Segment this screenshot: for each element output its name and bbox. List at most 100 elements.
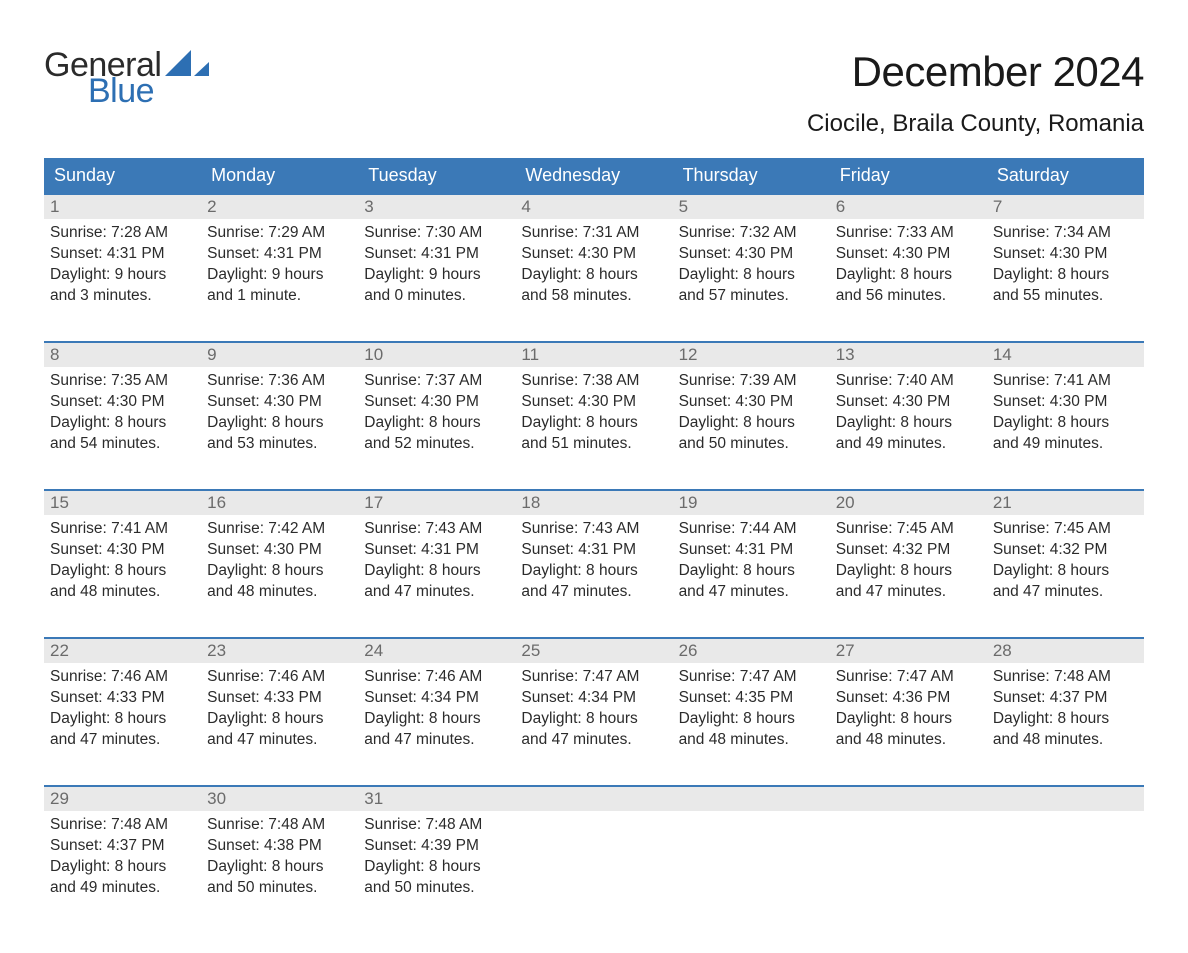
day-number: 24 (364, 641, 383, 660)
sunrise-line: Sunrise: 7:38 AM (521, 371, 666, 392)
day-number: 9 (207, 345, 216, 364)
calendar: SundayMondayTuesdayWednesdayThursdayFrid… (44, 158, 1144, 905)
day-cell: 7Sunrise: 7:34 AMSunset: 4:30 PMDaylight… (987, 195, 1144, 313)
week-row: 15Sunrise: 7:41 AMSunset: 4:30 PMDayligh… (44, 489, 1144, 609)
day-cell: 25Sunrise: 7:47 AMSunset: 4:34 PMDayligh… (515, 639, 672, 757)
day-cell (673, 787, 830, 905)
day-body: Sunrise: 7:48 AMSunset: 4:37 PMDaylight:… (987, 663, 1144, 751)
day-number: 26 (679, 641, 698, 660)
day-number-row: 22 (44, 639, 201, 663)
sunrise-line: Sunrise: 7:46 AM (207, 667, 352, 688)
day-body: Sunrise: 7:30 AMSunset: 4:31 PMDaylight:… (358, 219, 515, 307)
day-number-row: 31 (358, 787, 515, 811)
daylight-line: Daylight: 8 hours and 48 minutes. (50, 561, 195, 603)
day-number-row: 14 (987, 343, 1144, 367)
sunset-line: Sunset: 4:30 PM (50, 540, 195, 561)
sunrise-line: Sunrise: 7:48 AM (50, 815, 195, 836)
daylight-line: Daylight: 8 hours and 51 minutes. (521, 413, 666, 455)
day-number: 13 (836, 345, 855, 364)
day-body: Sunrise: 7:47 AMSunset: 4:34 PMDaylight:… (515, 663, 672, 751)
day-cell: 29Sunrise: 7:48 AMSunset: 4:37 PMDayligh… (44, 787, 201, 905)
day-cell: 3 Sunrise: 7:30 AMSunset: 4:31 PMDaylight… (358, 195, 515, 313)
day-body: Sunrise: 7:40 AMSunset: 4:30 PMDaylight:… (830, 367, 987, 455)
day-number-row: 8 (44, 343, 201, 367)
day-cell: 22 Sunrise: 7:46 AMSunset: 4:33 PMDayligh… (44, 639, 201, 757)
sunrise-line: Sunrise: 7:43 AM (364, 519, 509, 540)
sunset-line: Sunset: 4:30 PM (679, 392, 824, 413)
day-body: Sunrise: 7:41 AMSunset: 4:30 PMDaylight:… (987, 367, 1144, 455)
day-number-row: 13 (830, 343, 987, 367)
day-body: Sunrise: 7:48 AMSunset: 4:38 PMDaylight:… (201, 811, 358, 899)
day-cell: 14Sunrise: 7:41 AMSunset: 4:30 PMDayligh… (987, 343, 1144, 461)
day-cell: 6 Sunrise: 7:33 AMSunset: 4:30 PMDaylight… (830, 195, 987, 313)
day-number-row: 24 (358, 639, 515, 663)
day-number: 3 (364, 197, 373, 216)
day-body: Sunrise: 7:41 AMSunset: 4:30 PMDaylight:… (44, 515, 201, 603)
day-number-row (830, 787, 987, 811)
day-number (521, 789, 526, 808)
daylight-line: Daylight: 9 hours and 1 minute. (207, 265, 352, 307)
sunrise-line: Sunrise: 7:41 AM (993, 371, 1138, 392)
sunset-line: Sunset: 4:31 PM (521, 540, 666, 561)
sunset-line: Sunset: 4:30 PM (50, 392, 195, 413)
day-number: 30 (207, 789, 226, 808)
daylight-line: Daylight: 8 hours and 48 minutes. (836, 709, 981, 751)
day-number: 8 (50, 345, 59, 364)
sunrise-line: Sunrise: 7:48 AM (364, 815, 509, 836)
sunset-line: Sunset: 4:35 PM (679, 688, 824, 709)
daylight-line: Daylight: 8 hours and 50 minutes. (207, 857, 352, 899)
day-number: 27 (836, 641, 855, 660)
day-number-row: 25 (515, 639, 672, 663)
sunset-line: Sunset: 4:31 PM (364, 244, 509, 265)
sunset-line: Sunset: 4:31 PM (364, 540, 509, 561)
day-number: 22 (50, 641, 69, 660)
sunset-line: Sunset: 4:31 PM (679, 540, 824, 561)
daylight-line: Daylight: 8 hours and 54 minutes. (50, 413, 195, 455)
daylight-line: Daylight: 8 hours and 47 minutes. (364, 561, 509, 603)
sunset-line: Sunset: 4:30 PM (993, 244, 1138, 265)
day-body: Sunrise: 7:46 AMSunset: 4:33 PMDaylight:… (44, 663, 201, 751)
sunset-line: Sunset: 4:33 PM (50, 688, 195, 709)
sunset-line: Sunset: 4:30 PM (836, 244, 981, 265)
day-number: 11 (521, 345, 539, 364)
day-number-row: 21 (987, 491, 1144, 515)
day-number (993, 789, 998, 808)
day-body: Sunrise: 7:37 AMSunset: 4:30 PMDaylight:… (358, 367, 515, 455)
day-cell: 21 Sunrise: 7:45 AMSunset: 4:32 PMDayligh… (987, 491, 1144, 609)
dow-cell: Tuesday (358, 158, 515, 193)
sunrise-line: Sunrise: 7:41 AM (50, 519, 195, 540)
sunrise-line: Sunrise: 7:31 AM (521, 223, 666, 244)
day-number: 15 (50, 493, 69, 512)
daylight-line: Daylight: 8 hours and 57 minutes. (679, 265, 824, 307)
day-number-row: 3 (358, 195, 515, 219)
sunset-line: Sunset: 4:34 PM (364, 688, 509, 709)
sunset-line: Sunset: 4:38 PM (207, 836, 352, 857)
day-number-row: 12 (673, 343, 830, 367)
day-body: Sunrise: 7:33 AMSunset: 4:30 PMDaylight:… (830, 219, 987, 307)
day-number: 6 (836, 197, 845, 216)
day-number: 2 (207, 197, 216, 216)
daylight-line: Daylight: 8 hours and 58 minutes. (521, 265, 666, 307)
day-body: Sunrise: 7:29 AMSunset: 4:31 PMDaylight:… (201, 219, 358, 307)
daylight-line: Daylight: 8 hours and 52 minutes. (364, 413, 509, 455)
day-number: 21 (993, 493, 1012, 512)
day-number: 28 (993, 641, 1012, 660)
day-number-row: 6 (830, 195, 987, 219)
day-body: Sunrise: 7:47 AMSunset: 4:35 PMDaylight:… (673, 663, 830, 751)
day-cell: 2 Sunrise: 7:29 AMSunset: 4:31 PMDaylight… (201, 195, 358, 313)
day-cell: 15 Sunrise: 7:41 AMSunset: 4:30 PMDayligh… (44, 491, 201, 609)
sunrise-line: Sunrise: 7:40 AM (836, 371, 981, 392)
day-cell (515, 787, 672, 905)
day-body: Sunrise: 7:34 AMSunset: 4:30 PMDaylight:… (987, 219, 1144, 307)
sunrise-line: Sunrise: 7:47 AM (521, 667, 666, 688)
sunset-line: Sunset: 4:32 PM (993, 540, 1138, 561)
day-number-row: 23 (201, 639, 358, 663)
day-number: 16 (207, 493, 226, 512)
day-cell: 20Sunrise: 7:45 AMSunset: 4:32 PMDayligh… (830, 491, 987, 609)
day-number-row: 2 (201, 195, 358, 219)
day-body: Sunrise: 7:48 AMSunset: 4:39 PMDaylight:… (358, 811, 515, 899)
day-body: Sunrise: 7:45 AMSunset: 4:32 PMDaylight:… (987, 515, 1144, 603)
week-row: 29Sunrise: 7:48 AMSunset: 4:37 PMDayligh… (44, 785, 1144, 905)
dow-cell: Thursday (673, 158, 830, 193)
sunrise-line: Sunrise: 7:33 AM (836, 223, 981, 244)
